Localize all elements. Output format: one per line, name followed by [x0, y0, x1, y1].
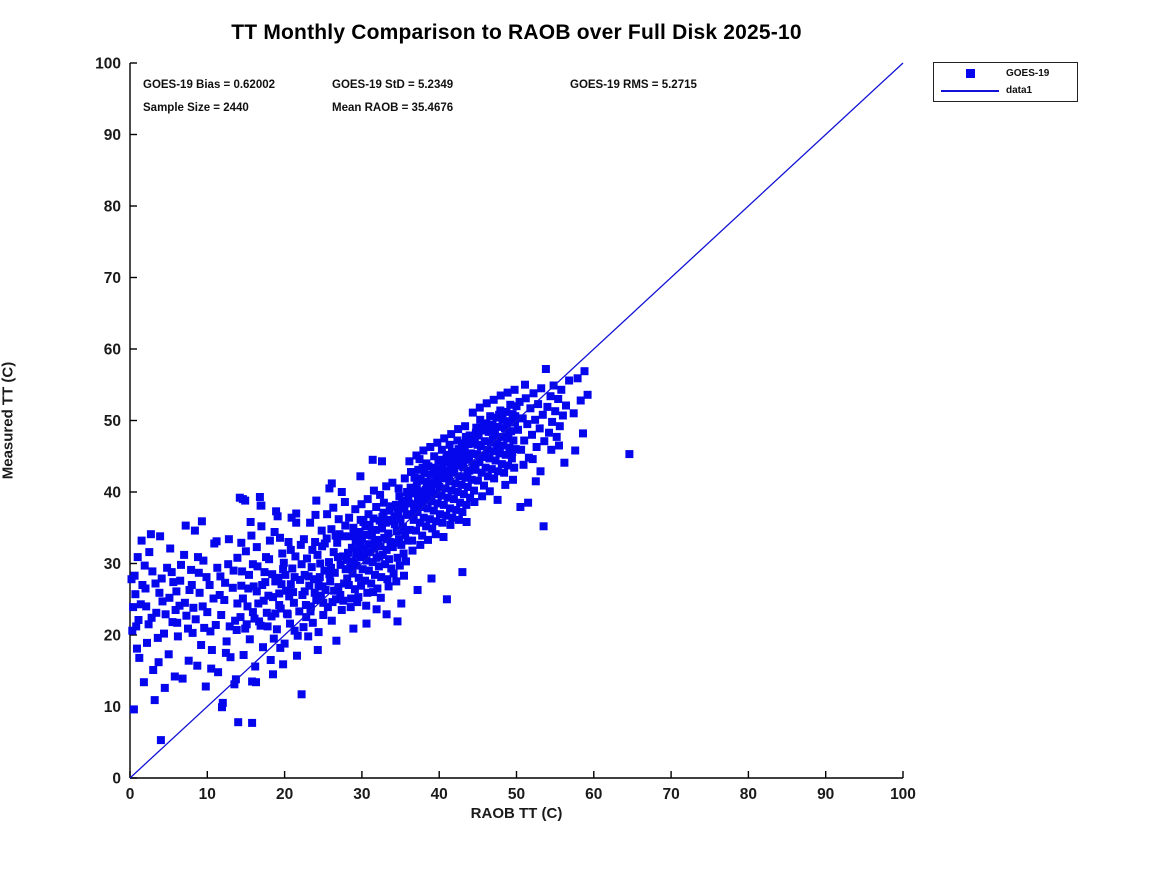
y-tick-label: 40	[104, 485, 121, 502]
x-tick-label: 30	[353, 786, 370, 803]
x-tick-label: 100	[890, 786, 916, 803]
x-tick-label: 10	[199, 786, 216, 803]
x-tick-label: 70	[662, 786, 679, 803]
stat-bias: GOES-19 Bias = 0.62002	[143, 79, 276, 91]
x-tick-label: 60	[585, 786, 602, 803]
legend-entry-goes19: GOES-19	[934, 65, 1077, 82]
y-tick-label: 30	[104, 556, 121, 573]
chart-title: TT Monthly Comparison to RAOB over Full …	[231, 21, 802, 44]
legend-square-marker-icon	[965, 69, 975, 78]
y-tick-label: 90	[104, 127, 121, 144]
y-tick-label: 100	[95, 56, 121, 73]
x-tick-label: 0	[126, 786, 135, 803]
y-tick-label: 70	[104, 270, 121, 287]
y-tick-label: 0	[112, 771, 121, 788]
x-tick-label: 20	[276, 786, 293, 803]
x-tick-label: 50	[508, 786, 525, 803]
identity-line	[129, 62, 904, 779]
legend: GOES-19 data1	[933, 62, 1078, 102]
y-tick-label: 50	[104, 413, 121, 430]
y-tick-label: 60	[104, 342, 121, 359]
y-tick-label: 10	[104, 699, 121, 716]
x-tick-label: 80	[740, 786, 757, 803]
stat-rms: GOES-19 RMS = 5.2715	[570, 79, 697, 91]
scatter-series-goes19	[127, 365, 634, 745]
y-tick-label: 80	[104, 199, 121, 216]
legend-label-goes19: GOES-19	[1006, 68, 1050, 79]
legend-entry-data1: data1	[934, 82, 1077, 99]
x-tick-label: 90	[817, 786, 834, 803]
stat-std: GOES-19 StD = 5.2349	[332, 79, 454, 91]
legend-line-icon	[941, 89, 999, 92]
y-tick-label: 20	[104, 628, 121, 645]
stat-sample-size: Sample Size = 2440	[143, 102, 249, 114]
y-axis-label: Measured TT (C)	[0, 361, 17, 480]
x-axis-label: RAOB TT (C)	[470, 805, 563, 822]
legend-label-data1: data1	[1006, 85, 1033, 96]
x-tick-label: 40	[431, 786, 448, 803]
stat-mean-raob: Mean RAOB = 35.4676	[332, 102, 454, 114]
